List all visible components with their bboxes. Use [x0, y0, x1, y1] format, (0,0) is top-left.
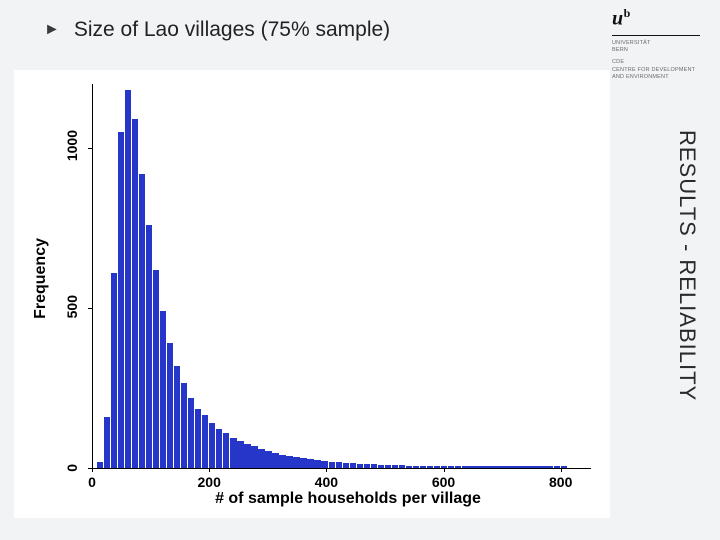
histogram-bar [469, 466, 475, 468]
x-tick-label: 0 [88, 474, 96, 490]
y-tick-label: 0 [64, 464, 80, 472]
y-tick [88, 148, 92, 149]
logo-sub3: CDE [612, 59, 708, 67]
logo-sub2: BERN [612, 47, 708, 55]
histogram-bar [497, 466, 503, 468]
histogram-bar [343, 463, 349, 468]
histogram-bar [300, 458, 306, 468]
histogram-bar [111, 273, 117, 468]
histogram-bar [181, 383, 187, 468]
histogram-bar [357, 464, 363, 468]
x-tick [561, 468, 562, 472]
histogram-bar [371, 464, 377, 468]
histogram-bar [413, 466, 419, 468]
histogram-bar [532, 466, 538, 468]
histogram-bar [244, 444, 250, 468]
x-tick [444, 468, 445, 472]
histogram-bar [104, 417, 110, 468]
histogram-bar [146, 225, 152, 468]
histogram-bar [139, 174, 145, 468]
histogram-bar [406, 466, 412, 468]
histogram-bar [160, 311, 166, 468]
histogram-bar [434, 466, 440, 468]
logo-mark: ub [612, 6, 708, 31]
bullet-icon: ► [44, 21, 60, 39]
logo-u: u [612, 8, 624, 30]
slide-title: Size of Lao villages (75% sample) [74, 18, 390, 42]
histogram-bar [286, 456, 292, 468]
histogram-bar [97, 462, 103, 468]
x-tick-label: 800 [549, 474, 572, 490]
histogram-bar [118, 132, 124, 468]
histogram-bar [455, 466, 461, 468]
histogram-bar [153, 270, 159, 468]
histogram-bar [314, 460, 320, 468]
histogram-bar [265, 451, 271, 468]
logo-b: b [624, 6, 631, 20]
section-label: RESULTS - RELIABILITY [674, 130, 700, 401]
x-tick [326, 468, 327, 472]
x-tick [92, 468, 93, 472]
histogram-bar [167, 343, 173, 468]
histogram-bar [307, 459, 313, 468]
histogram-bar [504, 466, 510, 468]
histogram-bar [329, 462, 335, 468]
histogram-bar [420, 466, 426, 468]
histogram-bar [125, 90, 131, 468]
histogram-bar [336, 462, 342, 468]
x-axis-label: # of sample households per village [50, 490, 646, 508]
histogram-bar [364, 464, 370, 468]
logo-divider [612, 35, 700, 36]
histogram-bar [385, 465, 391, 468]
logo: ub UNIVERSITÄT BERN CDE CENTRE FOR DEVEL… [612, 6, 708, 82]
histogram-bar [132, 119, 138, 468]
histogram-bar [230, 438, 236, 468]
histogram-bar [490, 466, 496, 468]
histogram-bar [209, 423, 215, 468]
histogram-bar [174, 366, 180, 468]
histogram-bar [188, 398, 194, 468]
histogram-bar [223, 433, 229, 468]
histogram-bar [448, 466, 454, 468]
histogram-bar [525, 466, 531, 468]
histogram-bar [427, 466, 433, 468]
histogram-bar [258, 449, 264, 468]
histogram-bar [399, 465, 405, 468]
x-tick-label: 200 [197, 474, 220, 490]
x-tick-label: 400 [315, 474, 338, 490]
histogram-bar [539, 466, 545, 468]
histogram-bar [237, 441, 243, 468]
histogram-bar [518, 466, 524, 468]
histogram-bar [293, 457, 299, 468]
x-tick [209, 468, 210, 472]
histogram-bar [272, 453, 278, 468]
y-axis-label: Frequency [32, 238, 50, 319]
x-tick-label: 600 [432, 474, 455, 490]
histogram-bar [392, 465, 398, 468]
y-tick [88, 308, 92, 309]
histogram-chart: Frequency # of sample households per vil… [14, 70, 610, 518]
histogram-bar [483, 466, 489, 468]
histogram-bar [546, 466, 552, 468]
histogram-bar [378, 465, 384, 468]
plot-area [92, 84, 591, 469]
y-tick-label: 500 [64, 295, 80, 318]
logo-sub1: UNIVERSITÄT [612, 40, 708, 48]
histogram-bar [321, 461, 327, 468]
logo-sub5: AND ENVIRONMENT [612, 74, 708, 82]
slide: ► Size of Lao villages (75% sample) ub U… [0, 0, 720, 540]
y-tick-label: 1000 [64, 130, 80, 161]
histogram-bar [202, 415, 208, 468]
logo-sub4: CENTRE FOR DEVELOPMENT [612, 67, 708, 75]
histogram-bar [279, 455, 285, 468]
histogram-bar [350, 463, 356, 468]
histogram-bar [462, 466, 468, 468]
histogram-bar [195, 409, 201, 468]
histogram-bar [476, 466, 482, 468]
histogram-bar [554, 466, 560, 468]
histogram-bar [511, 466, 517, 468]
title-row: ► Size of Lao villages (75% sample) [44, 18, 390, 42]
histogram-bar [251, 446, 257, 468]
histogram-bar [216, 429, 222, 468]
